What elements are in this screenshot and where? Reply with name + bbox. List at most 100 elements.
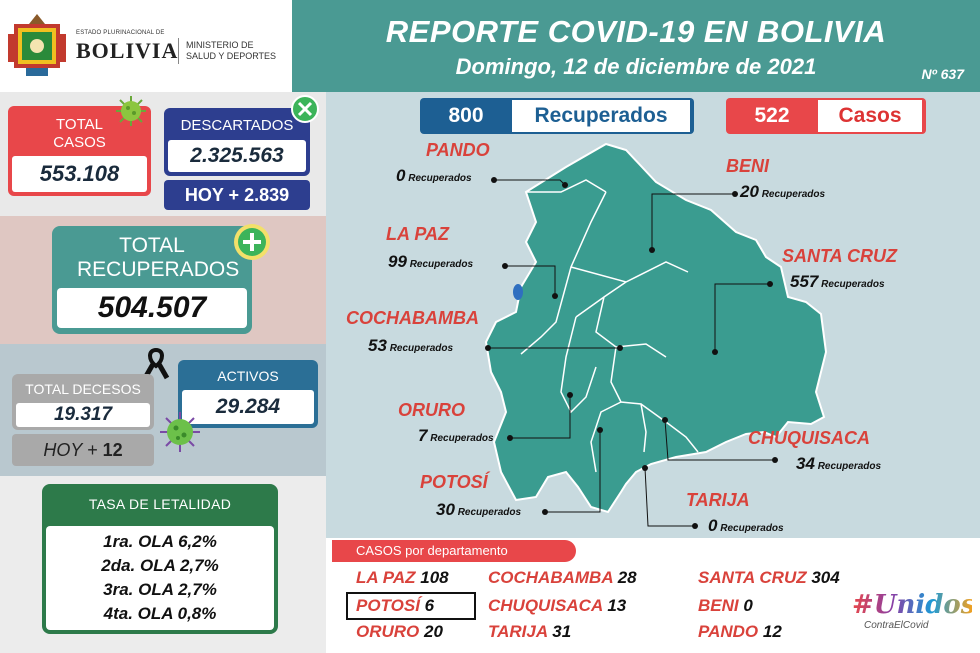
recuperados-word: Recuperados <box>720 523 784 534</box>
report-title: REPORTE COVID-19 EN BOLIVIA <box>385 14 887 49</box>
daily-casos-value: 522 <box>754 104 790 127</box>
bolivia-outline <box>484 142 828 514</box>
cochabamba-recuperados-value: 53 <box>368 336 387 355</box>
descartados-today: HOY + 2.839 <box>164 180 310 210</box>
oruro-recuperados-value: 7 <box>418 426 428 445</box>
recuperados-word: Recuperados <box>389 343 454 354</box>
decesos-today: HOY + 12 <box>12 434 154 466</box>
virus-icon-2 <box>160 412 200 452</box>
tasa-row: 2da. OLA 2,7% <box>101 556 219 575</box>
dept-label-oruro: ORURO <box>398 400 465 420</box>
cases-item-value: 304 <box>811 568 840 587</box>
dept-label-la-paz: LA PAZ <box>386 224 449 244</box>
tarija-recuperados-value: 0 <box>708 516 718 535</box>
total-casos-value: 553.108 <box>12 156 147 192</box>
beni-recuperados-value: 20 <box>740 182 759 201</box>
total-casos-label: TOTAL CASOS <box>53 116 106 151</box>
daily-recuperados-pill: 800 Recuperados <box>420 98 694 134</box>
decesos-today-prefix: HOY + <box>43 440 103 460</box>
activos-card: ACTIVOS 29.284 <box>178 360 318 428</box>
activos-label: ACTIVOS <box>217 368 279 384</box>
tasa-row: 1ra. OLA 6,2% <box>103 532 217 551</box>
potosi-recuperados-value: 30 <box>436 500 455 519</box>
department-borders <box>520 179 699 473</box>
santa-cruz-recuperados-value: 557 <box>790 272 819 291</box>
unidos-logo-text: #Unidos <box>852 590 976 620</box>
cases-by-department-label: CASOS por departamento <box>332 540 576 562</box>
cases-item-name: COCHABAMBA <box>488 568 613 587</box>
descartados-card: DESCARTADOS 2.325.563 <box>164 108 310 176</box>
daily-recuperados-label: Recuperados <box>512 100 690 132</box>
cases-item-pando: PANDO 12 <box>698 622 782 642</box>
dept-recuperados-beni: 20 Recuperados <box>740 182 825 202</box>
total-recuperados-card: TOTAL RECUPERADOS 504.507 <box>52 226 252 334</box>
ministry-line-2: SALUD Y DEPORTES <box>186 51 277 61</box>
ministry-line-1: MINISTERIO DE <box>186 40 254 50</box>
total-casos-card: TOTAL CASOS 553.108 <box>8 106 151 196</box>
recuperados-word: Recuperados <box>430 433 494 444</box>
total-recuperados-label: TOTAL RECUPERADOS <box>77 234 240 281</box>
cases-item-tarija: TARIJA 31 <box>488 622 571 642</box>
cases-item-value: 108 <box>420 568 449 587</box>
cases-item-cochabamba: COCHABAMBA 28 <box>488 568 637 588</box>
close-circle-icon <box>291 95 319 123</box>
cases-item-value: 0 <box>743 596 753 615</box>
ministry-name: MINISTERIO DE SALUD Y DEPORTES <box>186 40 276 62</box>
lake-titicaca <box>513 284 523 300</box>
dept-recuperados-cochabamba: 53 Recuperados <box>368 336 453 356</box>
cases-item-name: POTOSÍ <box>356 596 420 615</box>
dept-recuperados-tarija: 0 Recuperados <box>708 516 784 536</box>
cases-item-la-paz: LA PAZ 108 <box>356 568 449 588</box>
cases-item-name: ORURO <box>356 622 420 641</box>
cases-item-name: LA PAZ <box>356 568 416 587</box>
report-date: Domingo, 12 de diciembre de 2021 <box>455 54 817 79</box>
total-decesos-value: 19.317 <box>16 403 150 427</box>
cases-item-name: CHUQUISACA <box>488 596 603 615</box>
dept-recuperados-potosi: 30 Recuperados <box>436 500 521 520</box>
cases-item-santa-cruz: SANTA CRUZ 304 <box>698 568 840 588</box>
cases-item-name: PANDO <box>698 622 759 641</box>
recuperados-word: Recuperados <box>457 507 522 518</box>
coat-of-arms-icon <box>8 14 66 76</box>
logo-small-text: ESTADO PLURINACIONAL DE <box>76 30 165 36</box>
cases-item-chuquisaca: CHUQUISACA 13 <box>488 596 626 616</box>
cases-item-oruro: ORURO 20 <box>356 622 443 642</box>
total-decesos-card: TOTAL DECESOS 19.317 <box>12 374 154 430</box>
dept-recuperados-la-paz: 99 Recuperados <box>388 252 473 272</box>
title-band: REPORTE COVID-19 EN BOLIVIA Domingo, 12 … <box>292 0 980 92</box>
tasa-letalidad-card: TASA DE LETALIDAD 1ra. OLA 6,2% 2da. OLA… <box>42 484 278 634</box>
unidos-campaign-logo: #Unidos ContraElCovid <box>852 590 976 640</box>
cases-item-value: 12 <box>762 622 782 641</box>
tasa-letalidad-list: 1ra. OLA 6,2% 2da. OLA 2,7% 3ra. OLA 2,7… <box>46 526 274 630</box>
total-recuperados-value: 504.507 <box>57 288 247 328</box>
dept-label-cochabamba: COCHABAMBA <box>346 308 479 328</box>
recuperados-word: Recuperados <box>761 189 826 200</box>
logo-divider <box>178 38 179 64</box>
pando-recuperados-value: 0 <box>396 166 406 185</box>
chuquisaca-recuperados-value: 34 <box>796 454 815 473</box>
daily-casos-label: Casos <box>818 100 922 132</box>
daily-recuperados-value: 800 <box>448 104 484 127</box>
cases-item-value: 31 <box>552 622 572 641</box>
total-decesos-label: TOTAL DECESOS <box>25 381 141 397</box>
dept-recuperados-chuquisaca: 34 Recuperados <box>796 454 881 474</box>
unidos-tagline: ContraElCovid <box>864 620 929 631</box>
cases-item-name: SANTA CRUZ <box>698 568 807 587</box>
dept-label-chuquisaca: CHUQUISACA <box>748 428 871 448</box>
bolivia-map <box>484 142 828 514</box>
dept-label-pando: PANDO <box>426 140 490 160</box>
recuperados-word: Recuperados <box>821 279 885 290</box>
highlight-box <box>346 592 476 620</box>
dept-recuperados-oruro: 7 Recuperados <box>418 426 494 446</box>
recuperados-word: Recuperados <box>408 173 472 184</box>
government-logo-block: ESTADO PLURINACIONAL DE BOLIVIA MINISTER… <box>0 0 292 92</box>
cases-item-beni: BENI 0 <box>698 596 753 616</box>
descartados-value: 2.325.563 <box>168 140 306 172</box>
cases-item-value: 28 <box>617 568 637 587</box>
tasa-row: 4ta. OLA 0,8% <box>103 604 217 623</box>
cases-item-value: 13 <box>607 596 627 615</box>
decesos-today-value: 12 <box>102 440 123 460</box>
cases-item-name: TARIJA <box>488 622 548 641</box>
